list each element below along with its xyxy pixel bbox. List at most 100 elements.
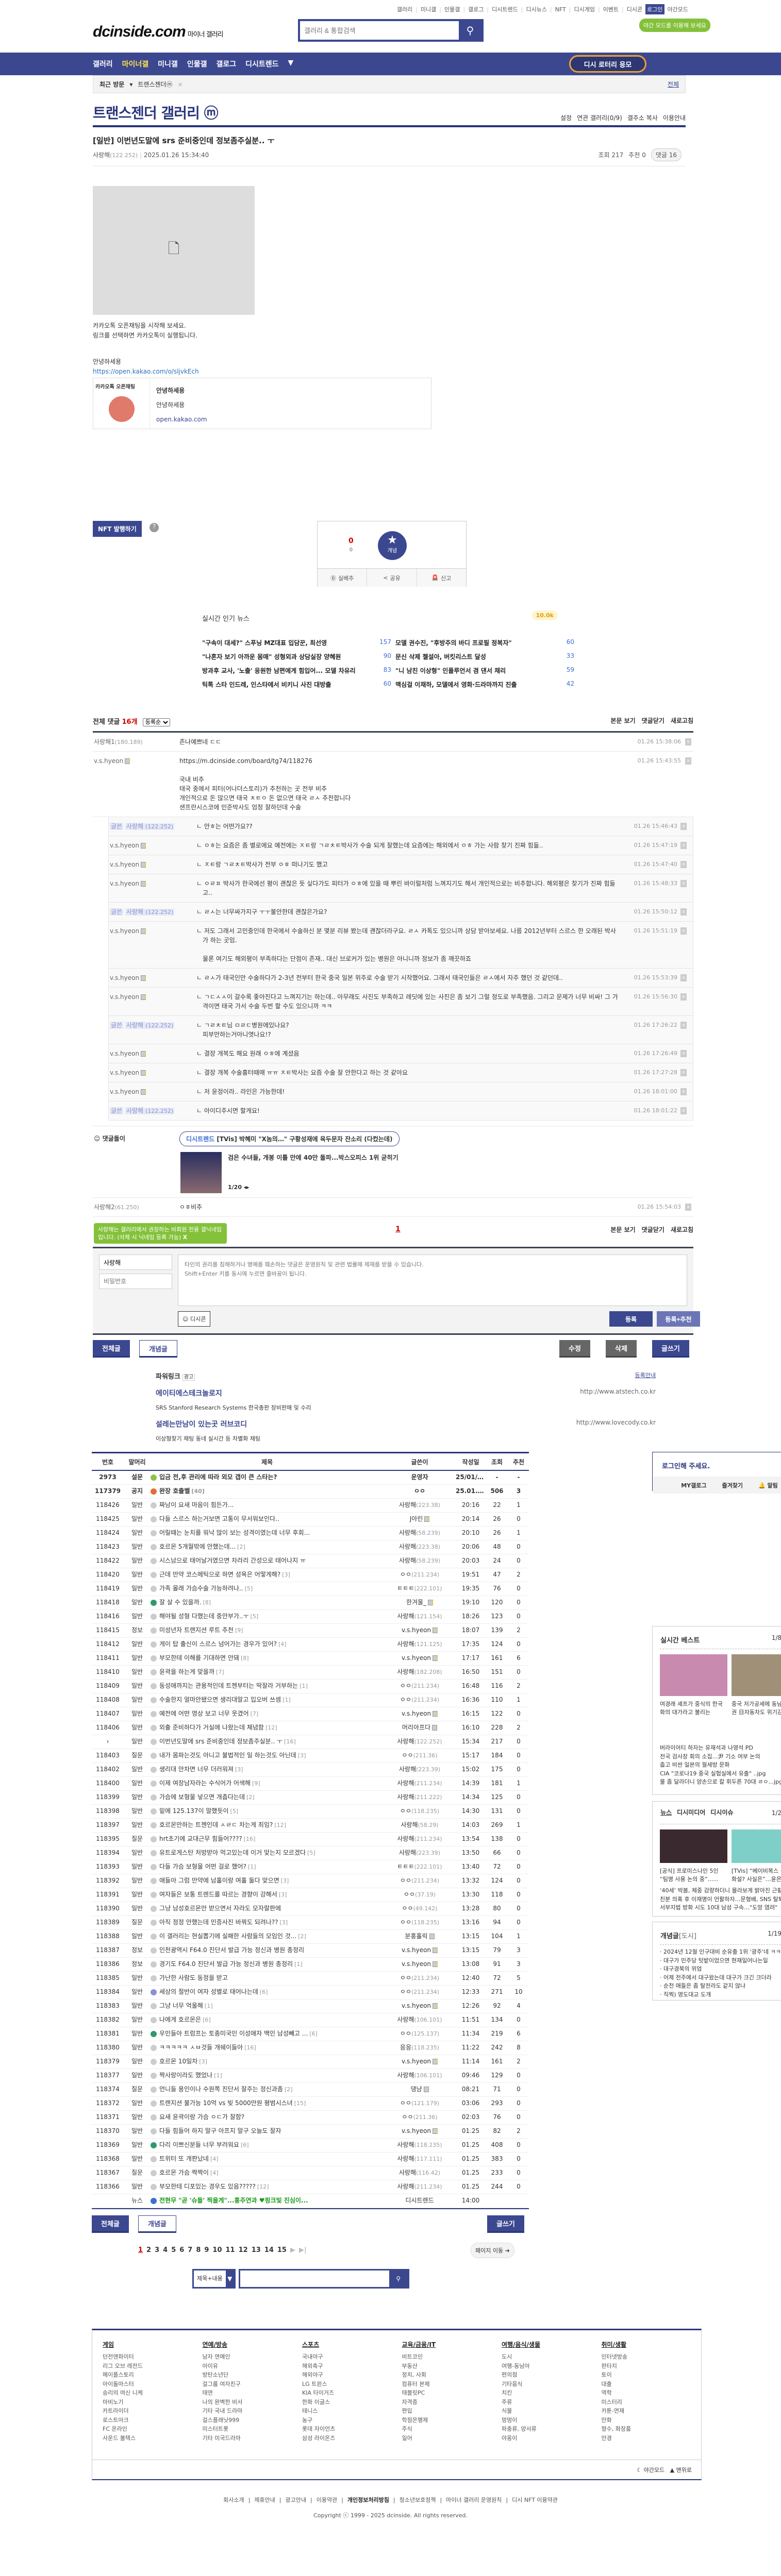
reply-count[interactable]: [3] <box>279 1919 288 1926</box>
search-button[interactable]: ⚲ <box>459 21 481 40</box>
table-row[interactable]: 118403 질문 내가 몸파는것도 아니고 불법적인 일 하는것도 아닌데 [3] ㅇ… <box>92 1749 529 1763</box>
table-row[interactable]: 118392 일반 애들아 그럼 만약에 남홀이랑 여홀 둘다 맞으면 [3] ㅇㅇ(2… <box>92 1874 529 1888</box>
post-writer[interactable]: v.s.hyeon <box>384 1651 456 1666</box>
news-card[interactable]: [TVis] “베이비복스 폭행·불화설? 사실은”…윤은... <box>732 1829 781 1884</box>
footer-category-link[interactable]: 미스터트롯 <box>202 2426 229 2432</box>
table-row[interactable]: 118420 일반 근데 만약 코스메틱으로 하면 성욕은 어떻게해? [3] ㅇㅇ(2… <box>92 1568 529 1582</box>
pager[interactable]: 1/2◀ ▶ <box>771 1809 781 1817</box>
post-title-cell[interactable]: 나에게 호르몬은 [6] <box>151 2013 384 2027</box>
search-input[interactable] <box>300 21 459 40</box>
post-title[interactable]: 세상의 절반이 여자 성별로 태어나는데 <box>159 1988 258 1995</box>
delete-icon[interactable]: x <box>680 908 687 916</box>
popular-news-item[interactable]: "니 남친 이상형" 인플루언서 겸 댄서 채리 59 <box>395 666 574 674</box>
reply-count[interactable]: [5] <box>244 1585 253 1592</box>
last-page-icon[interactable]: ▶| <box>298 2246 307 2254</box>
post-title[interactable]: 가족 몰래 가슴수술 가능하려나.. <box>159 1585 243 1592</box>
post-writer[interactable]: ㅇㅇ(211.234) <box>384 1874 456 1888</box>
login-link[interactable]: 로그인 <box>645 4 664 14</box>
footer-category-link[interactable]: 기타 국내 드라마 <box>202 2408 243 2414</box>
post-writer[interactable]: ㅇㅇ <box>384 1484 456 1499</box>
table-row[interactable]: 118397 일반 호르몬만하는 트젠인데 ㅅㄹㄷ 차는게 죄임? [12] 사랑해(5… <box>92 1818 529 1833</box>
post-title[interactable]: 완장 호출벨 <box>159 1487 190 1495</box>
post-title-cell[interactable]: 이번년도말에 srs 준비중인데 정보좀주실분.. ㅜ [16] <box>151 1735 384 1749</box>
post-title-cell[interactable]: 그냥 너무 억울해 [1] <box>151 1999 384 2013</box>
tab-dc-media[interactable]: 디시미디어 <box>677 1809 706 1816</box>
page-link[interactable]: 11 <box>225 2246 235 2254</box>
reply-count[interactable]: [40] <box>191 1488 205 1495</box>
post-title[interactable]: 요새 윤곽이랑 가슴 ㅇㄷ가 잘함? <box>159 2113 245 2121</box>
concept-posts-button[interactable]: 개념글 <box>139 1340 177 1358</box>
post-writer[interactable]: 한겨울_ <box>384 1596 456 1610</box>
popular-news-item[interactable]: 모델 권수진, "후방주의 바디 프로필 정복자" 60 <box>395 638 574 647</box>
post-writer[interactable]: 사랑해(223.38) <box>384 1540 456 1554</box>
table-row[interactable]: 118368 일반 트위터 또 개판났네 [4] 사랑해(117.111) 01.25 38… <box>92 2152 529 2166</box>
search-icon[interactable]: ⚲ <box>389 2270 408 2287</box>
comment-nick[interactable]: v.s.hyeon <box>94 756 176 766</box>
page-link[interactable]: 3 <box>155 2246 160 2254</box>
bot-pager[interactable]: 1/20 ◂▸ <box>228 1184 250 1191</box>
table-row[interactable]: 118419 일반 가족 몰래 가슴수술 가능하려나.. [5] ㅌㅌㅌ(222.101… <box>92 1582 529 1596</box>
table-row[interactable]: 118407 일반 예전에 어떤 영상 보고 너무 웃겼어 [7] v.s.hyeon 1… <box>92 1707 529 1721</box>
reply-count[interactable]: [2] <box>284 2086 293 2093</box>
post-title[interactable]: ㅋㅋㅋㅋㅋ ㅅㅂ것들 개쉐이들아 <box>159 2044 243 2051</box>
sidebar-list-item[interactable]: 버라이어티 하자는 유재석과 나영석 PD <box>660 1744 753 1751</box>
post-title-cell[interactable]: 전현무 "곧 '슈돌' 찍을게"...홍주연과 ♥핑크빛 진심이... <box>151 2194 384 2208</box>
comment-nick[interactable]: 사랑해1(180.189) <box>94 738 143 745</box>
post-title-cell[interactable]: 여자들은 보통 트렌드를 따르는 경향이 강해서 [3] <box>151 1888 384 1902</box>
footer-category-link[interactable]: 태블릿PC <box>402 2389 425 2396</box>
view-body-link[interactable]: 본문 보기 <box>610 1226 636 1233</box>
reply-count[interactable]: [3] <box>282 1571 290 1578</box>
delete-icon[interactable]: x <box>680 861 687 868</box>
post-title[interactable]: 어릴때는 눈치를 워낙 많이 보는 성격이였는데 너무 후회... <box>159 1529 310 1536</box>
gallery-menu-item[interactable]: 갤주소 복사 <box>627 114 658 122</box>
footer-category-link[interactable]: 만화 <box>601 2416 612 2424</box>
footer-category-link[interactable]: KIA 타이거즈 <box>302 2389 334 2396</box>
gallery-title[interactable]: 트랜스젠더 갤러리 ⓜ <box>93 105 219 122</box>
reply-count[interactable]: [16] <box>284 1738 296 1745</box>
post-title[interactable]: 호르몬만하는 트젠인데 ㅅㄹㄷ 차는게 죄임? <box>159 1821 273 1828</box>
post-writer[interactable]: v.s.hyeon <box>384 1623 456 1638</box>
footer-category-link[interactable]: 아이돌마스터 <box>103 2380 134 2387</box>
delete-icon[interactable]: x <box>680 1050 687 1057</box>
logo[interactable]: dcinside.com 마이너 갤러리 <box>93 23 224 41</box>
post-writer[interactable]: v.s.hyeon <box>384 2055 456 2069</box>
reply-count[interactable]: [1] <box>300 1683 308 1689</box>
footer-category-link[interactable]: 미스터리 <box>601 2398 622 2405</box>
post-title[interactable]: 호르몬 5개월밖에 안했는데... <box>159 1543 236 1550</box>
table-row[interactable]: 2973 설문 입금 전,후 관리에 따라 외모 갭이 큰 스타는? 운영자 25/01… <box>92 1470 529 1485</box>
comment-page[interactable]: 1 <box>395 1225 401 1233</box>
footer-category-link[interactable]: 해외야구 <box>302 2371 323 2378</box>
post-writer[interactable]: 사랑해(211.234) <box>384 2180 456 2194</box>
submit-button[interactable]: 등록 <box>609 1311 653 1327</box>
comment-nick[interactable]: v.s.hyeon <box>110 860 192 869</box>
search-type-select[interactable]: 제목+내용 ▼ <box>192 2268 236 2289</box>
post-title-cell[interactable]: 가난한 사람도 동정을 받고 <box>151 1971 384 1986</box>
footer-category-link[interactable]: 카트라이더 <box>103 2408 129 2414</box>
post-writer[interactable]: 사랑해(121.154) <box>384 1609 456 1624</box>
footer-category-link[interactable]: 사운드 볼텍스 <box>103 2434 136 2442</box>
footer-category-link[interactable]: 비트코인 <box>402 2353 423 2360</box>
footer-category-link[interactable]: 주식 <box>402 2426 412 2432</box>
post-writer[interactable]: ㅇㅇ(211.234) <box>384 1693 456 1707</box>
nav-item[interactable]: 미니갤 <box>158 60 178 69</box>
sidebar-list-item[interactable]: · 순천 애들은 좀 탈전라도 같지 않냐 <box>660 1982 746 1989</box>
go-top-link[interactable]: ▲ 맨위로 <box>670 2466 692 2473</box>
post-title[interactable]: 부모한테 디포있는 경우도 있음????? <box>159 2183 256 2190</box>
post-title-cell[interactable]: 다들 힘들어 하지 말구 아프지 말구 오늘도 잘자 <box>151 2124 384 2139</box>
night-mode-link[interactable]: 야간모드 <box>667 6 688 13</box>
page-link[interactable]: 7 <box>188 2246 193 2254</box>
delete-icon[interactable]: x <box>680 974 687 981</box>
table-row[interactable]: 118393 일반 다들 가슴 보형물 어떤 걸로 했어? [1] ㅌㅌㅌ(222.10… <box>92 1860 529 1874</box>
ad-url[interactable]: http://www.atstech.co.kr <box>580 1388 656 1395</box>
post-title-cell[interactable]: 그냥 남성호르몬만 받으면서 자라도 모자랄판에 <box>151 1902 384 1916</box>
footer-category-link[interactable]: 향수, 화장품 <box>601 2426 632 2432</box>
reply-count[interactable]: [2] <box>246 1794 255 1801</box>
footer-category-link[interactable]: 태연 <box>202 2389 213 2396</box>
table-row[interactable]: 118367 질문 호르몬 가슴 짝짝이 [4] 사랑해(116.42) 01.25 233… <box>92 2166 529 2180</box>
post-writer[interactable]: 분홍홀릭 <box>384 1929 456 1944</box>
comment-nick[interactable]: v.s.hyeon <box>110 992 192 1002</box>
footer-category-link[interactable]: 학점은행제 <box>402 2416 428 2424</box>
footer-category-link[interactable]: 기타 미국드라마 <box>202 2434 241 2442</box>
post-title-cell[interactable]: 근데 만약 코스메틱으로 하면 성욕은 어떻게해? [3] <box>151 1568 384 1582</box>
table-row[interactable]: 117379 공지 완장 호출벨 [40] ㅇㅇ 25.01.12 506 3 <box>92 1484 529 1499</box>
